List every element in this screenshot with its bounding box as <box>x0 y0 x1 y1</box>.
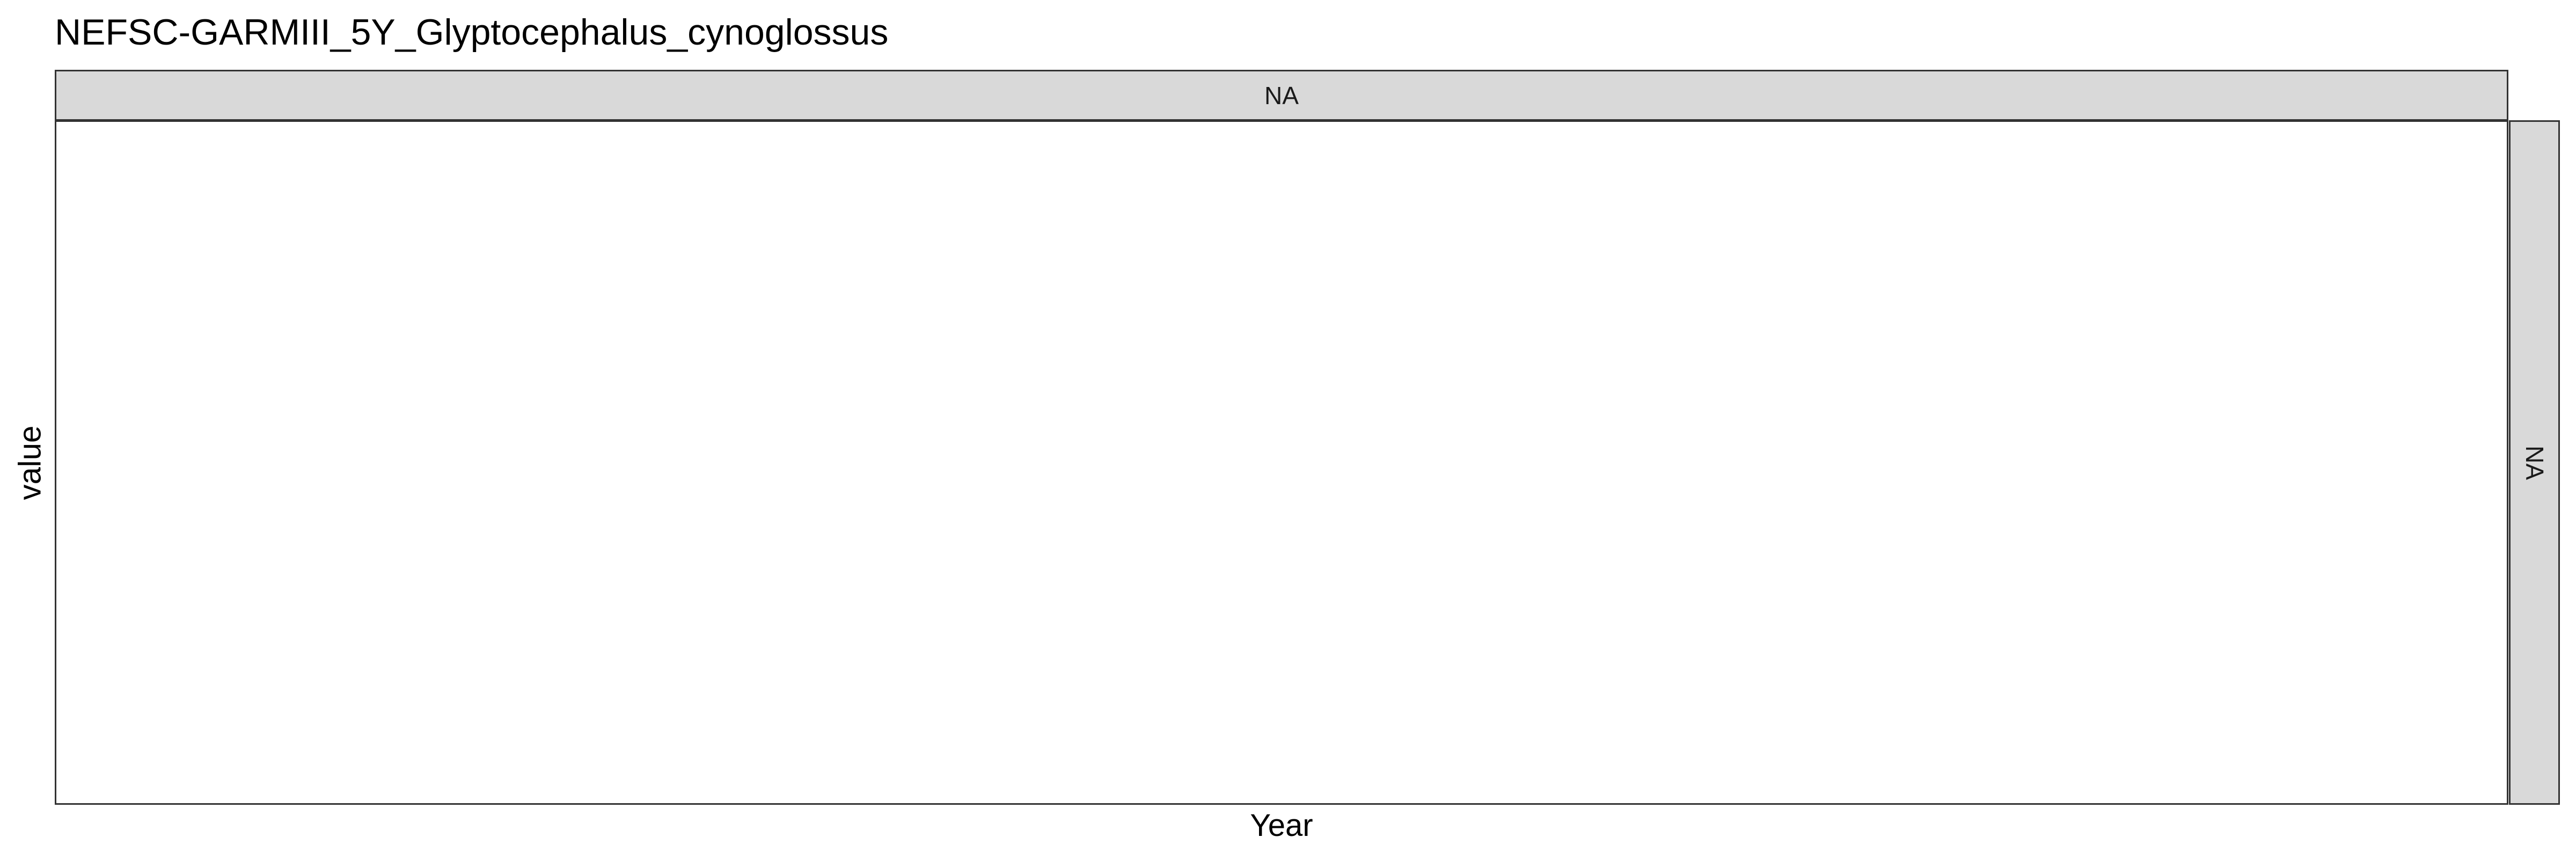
facet-strip-top-label: NA <box>1264 81 1299 110</box>
facet-strip-right-label: NA <box>2520 445 2549 480</box>
y-axis-label: value <box>12 425 48 500</box>
facet-strip-top: NA <box>55 70 2508 121</box>
facet-strip-right: NA <box>2509 120 2560 805</box>
plot-panel <box>55 120 2508 805</box>
chart-title: NEFSC-GARMIII_5Y_Glyptocephalus_cynoglos… <box>55 12 889 53</box>
x-axis-label: Year <box>1250 808 1313 843</box>
